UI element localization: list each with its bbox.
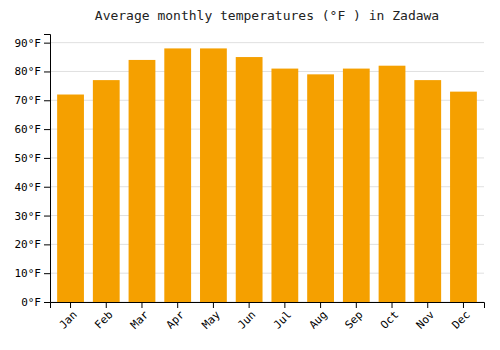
x-tick-label: Dec — [449, 308, 472, 331]
x-tick-mark — [106, 302, 107, 308]
y-tick-mark — [44, 302, 50, 303]
bar — [271, 69, 298, 302]
y-tick-mark — [44, 43, 50, 44]
y-tick: 90°F — [15, 37, 51, 50]
grid — [50, 43, 484, 302]
y-tick-mark — [44, 100, 50, 101]
x-tick-mark — [70, 302, 71, 308]
y-tick-mark — [44, 129, 50, 130]
y-tick-label: 40°F — [15, 181, 42, 194]
bars — [57, 48, 477, 302]
bar — [57, 95, 84, 302]
x-tick-mark — [463, 302, 464, 308]
x-tick: Feb — [92, 302, 115, 332]
x-tick-label: Feb — [92, 308, 115, 331]
title: Average monthly temperatures (°F ) in Za… — [95, 8, 439, 23]
x-tick-label: Nov — [414, 308, 438, 332]
x-tick-label: Oct — [378, 308, 401, 331]
bar — [343, 69, 370, 302]
y-tick: 50°F — [15, 152, 51, 165]
x-tick-mark — [284, 302, 285, 308]
y-tick: 0°F — [21, 296, 50, 309]
bar — [414, 80, 441, 302]
x-tick-label: Aug — [307, 308, 330, 331]
bar — [236, 57, 263, 302]
x-tick-mark — [177, 302, 178, 308]
x-tick: Dec — [449, 302, 472, 332]
bar — [307, 74, 334, 302]
y-tick-label: 90°F — [15, 37, 42, 50]
bar — [200, 48, 227, 302]
x-tick-label: Jan — [57, 308, 80, 331]
x-tick-label: Jun — [235, 308, 258, 331]
x-tick: Oct — [378, 302, 401, 332]
y-tick-label: 10°F — [15, 267, 42, 280]
x-tick-label: Jul — [271, 308, 294, 331]
y-tick-label: 80°F — [15, 65, 42, 78]
x-tick-label: May — [199, 308, 223, 332]
x-tick: Mar — [128, 302, 152, 332]
x-tick-mark — [356, 302, 357, 308]
x-tick-mark — [320, 302, 321, 308]
y-tick-mark — [44, 216, 50, 217]
x-tick-mark — [141, 302, 142, 308]
x-tick-mark — [392, 302, 393, 308]
x-tick: Jan — [57, 302, 80, 332]
grid-line — [50, 42, 484, 43]
x-tick-label: Sep — [342, 308, 365, 331]
y-tick: 80°F — [15, 65, 51, 78]
chart: 0°F 10°F 20°F 30°F 40°F 50°F 60°F 70°F 80°F 90°F J… — [0, 0, 500, 350]
bar — [379, 66, 406, 302]
y-tick-mark — [44, 71, 50, 72]
y-tick-label: 30°F — [15, 210, 42, 223]
grid-line — [50, 71, 484, 72]
bar — [450, 92, 477, 302]
bar — [129, 60, 156, 302]
y-tick-label: 70°F — [15, 94, 42, 107]
plot: 0°F 10°F 20°F 30°F 40°F 50°F 60°F 70°F 80°F 90°F J… — [15, 35, 485, 332]
x-axis: Jan Feb Mar Apr May Jun Jul Aug Sep Oct Nov Dec — [51, 302, 485, 332]
y-tick: 70°F — [15, 94, 51, 107]
y-tick: 60°F — [15, 123, 51, 136]
y-tick-mark — [44, 273, 50, 274]
x-tick: Apr — [164, 302, 188, 332]
y-tick-label: 20°F — [15, 238, 42, 251]
x-axis-line — [51, 303, 485, 309]
y-axis: 0°F 10°F 20°F 30°F 40°F 50°F 60°F 70°F 80°F 90°F — [15, 35, 51, 310]
x-tick: May — [199, 302, 223, 332]
y-axis-line — [44, 35, 51, 303]
x-tick-mark — [213, 302, 214, 308]
y-tick-mark — [44, 158, 50, 159]
x-tick-mark — [249, 302, 250, 308]
x-tick: Aug — [307, 302, 330, 332]
y-tick: 20°F — [15, 238, 51, 251]
y-tick: 10°F — [15, 267, 51, 280]
x-tick-label: Apr — [164, 308, 188, 332]
y-tick-mark — [44, 244, 50, 245]
x-tick: Nov — [414, 302, 438, 332]
bar — [93, 80, 120, 302]
x-tick-mark — [427, 302, 428, 308]
y-tick-label: 50°F — [15, 152, 42, 165]
y-tick: 30°F — [15, 210, 51, 223]
y-tick-label: 0°F — [21, 296, 41, 309]
x-tick: Jul — [271, 302, 294, 332]
y-tick: 40°F — [15, 181, 51, 194]
x-tick-label: Mar — [128, 308, 152, 332]
y-tick-mark — [44, 187, 50, 188]
x-tick: Sep — [342, 302, 365, 332]
x-tick: Jun — [235, 302, 258, 332]
bar — [164, 48, 191, 302]
y-tick-label: 60°F — [15, 123, 42, 136]
